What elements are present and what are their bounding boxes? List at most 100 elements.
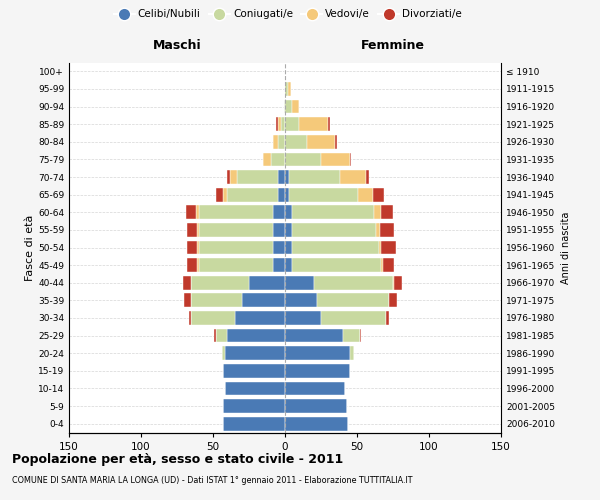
Bar	[274, 223, 285, 237]
Bar	[238, 170, 278, 184]
Bar	[271, 152, 285, 166]
Bar	[289, 170, 340, 184]
Bar	[274, 206, 285, 219]
Bar	[285, 276, 314, 289]
Bar	[191, 294, 242, 307]
Bar	[216, 328, 227, 342]
Bar	[230, 170, 238, 184]
Bar	[191, 276, 249, 289]
Bar	[383, 258, 394, 272]
Text: Femmine: Femmine	[361, 39, 425, 52]
Bar	[380, 223, 394, 237]
Bar	[376, 223, 380, 237]
Bar	[358, 188, 373, 202]
Bar	[278, 188, 285, 202]
Bar	[188, 311, 191, 325]
Bar	[199, 240, 274, 254]
Legend: Celibi/Nubili, Coniugati/e, Vedovi/e, Divorziati/e: Celibi/Nubili, Coniugati/e, Vedovi/e, Di…	[110, 5, 466, 24]
Bar	[314, 276, 393, 289]
Bar	[292, 206, 374, 219]
Bar	[307, 135, 335, 148]
Bar	[394, 276, 401, 289]
Bar	[199, 258, 274, 272]
Bar	[278, 118, 281, 131]
Bar	[285, 100, 292, 114]
Bar	[197, 223, 199, 237]
Text: Popolazione per età, sesso e stato civile - 2011: Popolazione per età, sesso e stato civil…	[12, 452, 343, 466]
Bar	[350, 152, 351, 166]
Bar	[285, 170, 289, 184]
Bar	[321, 311, 386, 325]
Bar	[274, 240, 285, 254]
Bar	[285, 82, 288, 96]
Bar	[374, 206, 382, 219]
Bar	[227, 170, 230, 184]
Bar	[285, 118, 299, 131]
Bar	[285, 399, 347, 413]
Bar	[389, 294, 397, 307]
Bar	[285, 135, 307, 148]
Bar	[221, 346, 224, 360]
Bar	[249, 276, 285, 289]
Bar	[288, 82, 291, 96]
Bar	[284, 100, 285, 114]
Bar	[199, 223, 274, 237]
Bar	[360, 328, 361, 342]
Bar	[285, 206, 292, 219]
Bar	[196, 206, 199, 219]
Bar	[292, 100, 299, 114]
Bar	[242, 294, 285, 307]
Bar	[382, 258, 383, 272]
Bar	[285, 364, 350, 378]
Bar	[224, 382, 285, 396]
Bar	[223, 399, 285, 413]
Bar	[340, 170, 365, 184]
Y-axis label: Anni di nascita: Anni di nascita	[560, 212, 571, 284]
Bar	[328, 118, 329, 131]
Bar	[292, 240, 379, 254]
Bar	[278, 135, 285, 148]
Bar	[214, 328, 216, 342]
Bar	[373, 188, 385, 202]
Y-axis label: Fasce di età: Fasce di età	[25, 214, 35, 280]
Bar	[274, 258, 285, 272]
Bar	[379, 240, 382, 254]
Bar	[277, 118, 278, 131]
Bar	[292, 223, 376, 237]
Bar	[365, 170, 368, 184]
Bar	[223, 188, 227, 202]
Bar	[386, 311, 389, 325]
Bar	[185, 206, 196, 219]
Bar	[285, 294, 317, 307]
Bar	[224, 346, 285, 360]
Bar	[216, 188, 223, 202]
Bar	[223, 364, 285, 378]
Bar	[382, 240, 396, 254]
Bar	[285, 328, 343, 342]
Bar	[197, 240, 199, 254]
Bar	[227, 188, 278, 202]
Bar	[393, 276, 394, 289]
Bar	[285, 417, 349, 430]
Bar	[285, 311, 321, 325]
Bar	[299, 118, 328, 131]
Bar	[274, 135, 278, 148]
Bar	[321, 152, 350, 166]
Bar	[317, 294, 389, 307]
Bar	[235, 311, 285, 325]
Bar	[184, 294, 191, 307]
Bar	[382, 206, 393, 219]
Bar	[187, 258, 197, 272]
Bar	[335, 135, 337, 148]
Bar	[285, 188, 289, 202]
Bar	[281, 118, 285, 131]
Bar	[285, 382, 346, 396]
Bar	[263, 152, 271, 166]
Bar	[227, 328, 285, 342]
Bar	[183, 276, 191, 289]
Bar	[285, 346, 350, 360]
Bar	[285, 223, 292, 237]
Bar	[289, 188, 358, 202]
Text: COMUNE DI SANTA MARIA LA LONGA (UD) - Dati ISTAT 1° gennaio 2011 - Elaborazione : COMUNE DI SANTA MARIA LA LONGA (UD) - Da…	[12, 476, 413, 485]
Bar	[223, 417, 285, 430]
